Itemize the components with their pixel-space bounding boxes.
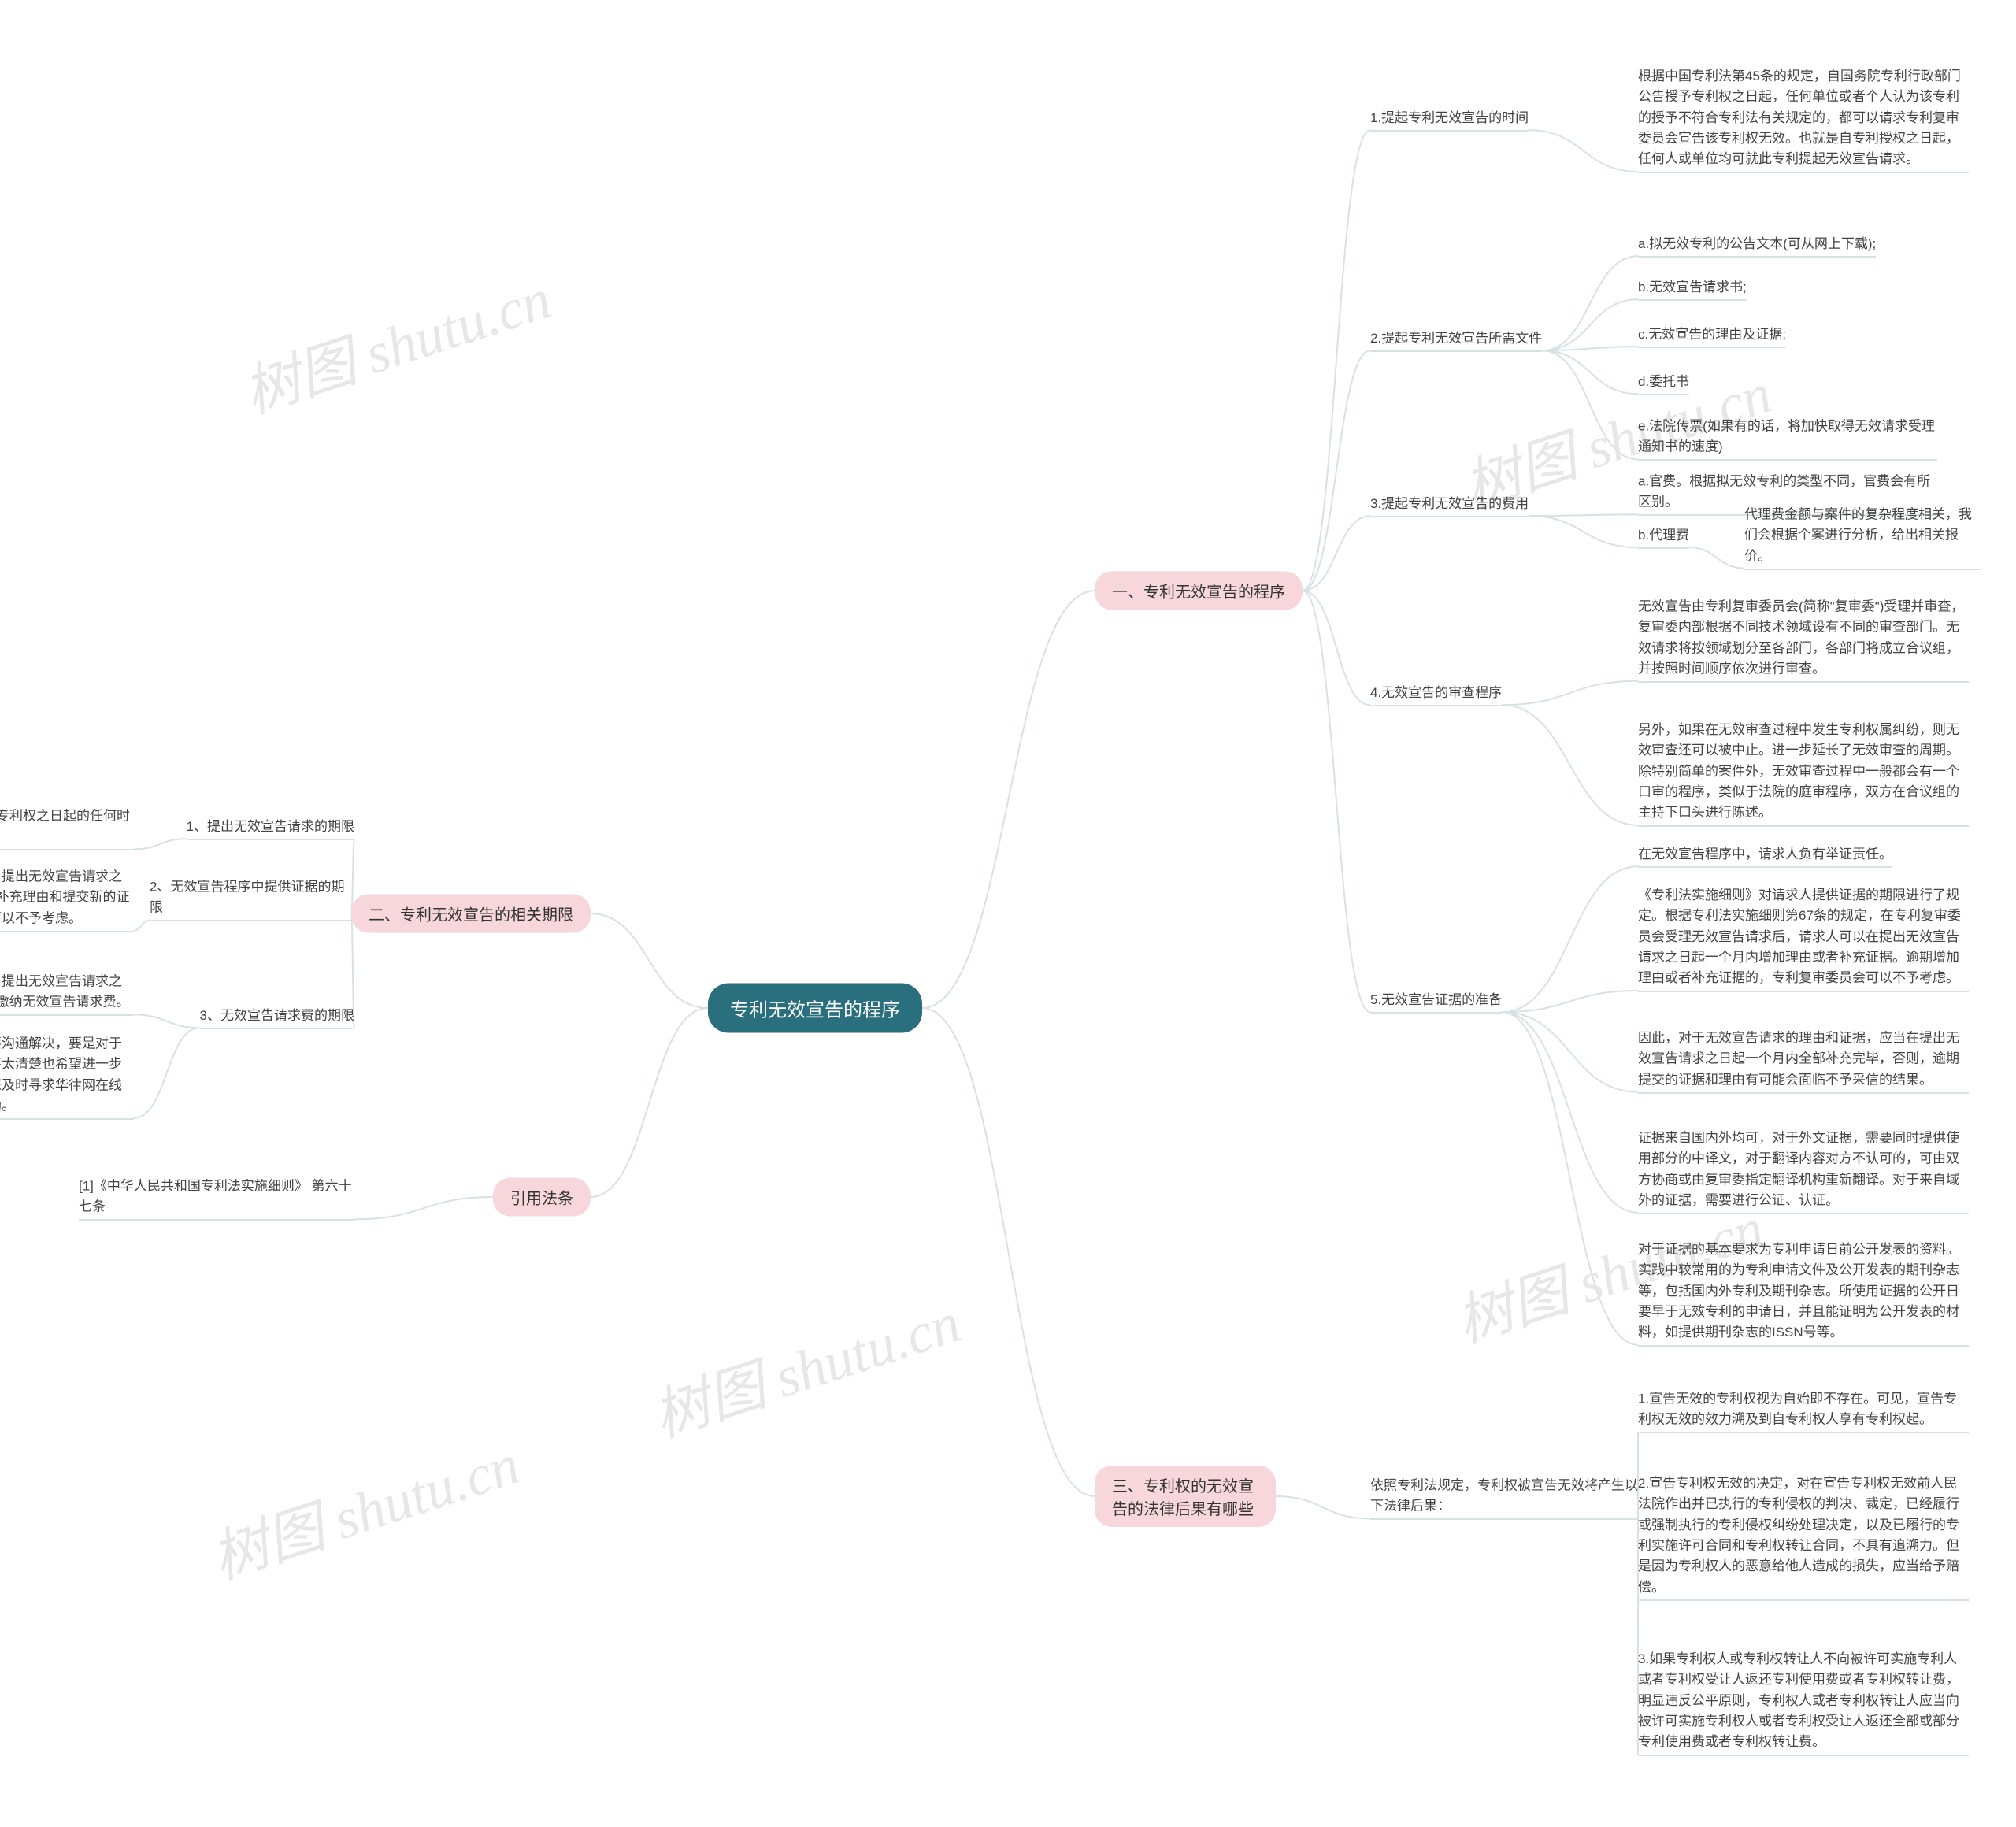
branch-b2: 二、专利无效宣告的相关期限: [351, 895, 591, 933]
leaf-8: 代理费金额与案件的复杂程度相关，我们会根据个案进行分析，给出相关报价。: [1744, 504, 1981, 566]
leaf-16: 1.宣告无效的专利权视为自始即不存在。可见，宣告专利权无效的效力溯及到自专利权人…: [1638, 1389, 1969, 1431]
node-underline: [1638, 172, 1969, 173]
leaf-5: e.法院传票(如果有的话，将加快取得无效请求受理通知书的速度): [1638, 417, 1937, 458]
sub-s6: 1、提出无效宣告请求的期限: [187, 817, 354, 837]
leaf-17: 2.宣告专利权无效的决定，对在宣告专利权无效前人民法院作出并已执行的专利侵权的判…: [1638, 1473, 1969, 1598]
sub-s7: 2、无效宣告程序中提供证据的期限: [150, 877, 354, 919]
branch-b3: 三、专利权的无效宣告的法律后果有哪些: [1095, 1466, 1276, 1527]
node-underline: [1638, 1599, 1969, 1601]
node-underline: [0, 931, 134, 932]
sub-s8: 3、无效宣告请求费的期限: [200, 1006, 354, 1026]
node-underline: [1744, 569, 1981, 570]
node-underline: [1638, 1092, 1969, 1094]
node-underline: [0, 849, 134, 850]
node-underline: [1638, 991, 1969, 992]
leaf-11: 在无效宣告程序中，请求人负有举证责任。: [1638, 844, 1892, 865]
watermark: 树图 shutu.cn: [232, 252, 560, 429]
leaf-21: 无效请求人自提出无效宣告请求之日起1个月内缴纳无效宣告请求费。: [0, 972, 134, 1014]
leaf-14: 证据来自国内外均可，对于外文证据，需要同时提供使用部分的中译文，对于翻译内容对方…: [1638, 1128, 1969, 1210]
sub-s10: [1]《中华人民共和国专利法实施细则》 第六十七条: [79, 1177, 354, 1218]
node-underline: [1370, 130, 1529, 132]
node-underline: [79, 1219, 354, 1221]
leaf-20: 无效请求人自提出无效宣告请求之日起1个月内补充理由和提交新的证据，否则，可以不予…: [0, 866, 134, 928]
node-underline: [1638, 346, 1786, 348]
node-underline: [1638, 681, 1969, 683]
leaf-19: 自公告授予专利权之日起的任何时间。: [0, 806, 134, 848]
leaf-1: a.拟无效专利的公告文本(可从网上下载);: [1638, 234, 1876, 254]
node-underline: [1370, 350, 1542, 352]
node-underline: [1638, 394, 1689, 395]
watermark: 树图 shutu.cn: [641, 1276, 969, 1453]
sub-s4: 4.无效宣告的审查程序: [1370, 683, 1502, 703]
leaf-18: 3.如果专利权人或专利权转让人不向被许可实施专利人或者专利权受让人返还专利使用费…: [1638, 1649, 1969, 1753]
node-underline: [1638, 1432, 1969, 1433]
leaf-7: b.代理费: [1638, 525, 1689, 546]
node-underline: [1638, 547, 1689, 549]
leaf-12: 《专利法实施细则》对请求人提供证据的期限进行了规定。根据专利法实施细则第67条的…: [1638, 885, 1969, 989]
branch-b4: 引用法条: [493, 1178, 591, 1217]
node-underline: [1370, 1518, 1638, 1520]
leaf-15: 对于证据的基本要求为专利申请日前公开发表的资料。实践中较常用的为专利申请文件及公…: [1638, 1240, 1969, 1343]
leaf-10: 另外，如果在无效审查过程中发生专利权属纠纷，则无效审查还可以被中止。进一步延长了…: [1638, 720, 1969, 824]
node-underline: [200, 1028, 354, 1029]
node-underline: [0, 1014, 134, 1016]
node-underline: [1638, 1755, 1969, 1756]
sub-s2: 2.提起专利无效宣告所需文件: [1370, 328, 1542, 349]
node-underline: [1370, 705, 1502, 706]
node-underline: [150, 920, 354, 921]
node-underline: [1638, 1213, 1969, 1214]
leaf-3: c.无效宣告的理由及证据;: [1638, 324, 1786, 345]
leaf-22: 有问题需要要沟通解决，要是对于其中内容有不太清楚也希望进一步了解，建议您及时寻求…: [0, 1033, 134, 1116]
node-underline: [1638, 1345, 1969, 1347]
node-underline: [187, 839, 354, 840]
leaf-9: 无效宣告由专利复审委员会(简称"复审委")受理并审查，复审委内部根据不同技术领域…: [1638, 596, 1969, 679]
leaf-4: d.委托书: [1638, 372, 1689, 392]
watermark: 树图 shutu.cn: [200, 1418, 528, 1595]
leaf-0: 根据中国专利法第45条的规定，自国务院专利行政部门公告授予专利权之日起，任何单位…: [1638, 66, 1969, 170]
node-underline: [1370, 516, 1529, 517]
sub-s9: 依照专利法规定，专利权被宣告无效将产生以下法律后果：: [1370, 1476, 1638, 1518]
root-node: 专利无效宣告的程序: [708, 984, 922, 1033]
leaf-13: 因此，对于无效宣告请求的理由和证据，应当在提出无效宣告请求之日起一个月内全部补充…: [1638, 1028, 1969, 1090]
sub-s3: 3.提起专利无效宣告的费用: [1370, 494, 1529, 514]
node-underline: [1638, 825, 1969, 827]
node-underline: [1638, 256, 1876, 258]
node-underline: [1638, 866, 1892, 868]
sub-s1: 1.提起专利无效宣告的时间: [1370, 108, 1529, 128]
node-underline: [1638, 299, 1747, 301]
node-underline: [0, 1118, 134, 1120]
node-underline: [1638, 459, 1937, 461]
sub-s5: 5.无效宣告证据的准备: [1370, 990, 1502, 1010]
branch-b1: 一、专利无效宣告的程序: [1095, 572, 1303, 610]
leaf-2: b.无效宣告请求书;: [1638, 277, 1747, 298]
node-underline: [1370, 1012, 1502, 1014]
